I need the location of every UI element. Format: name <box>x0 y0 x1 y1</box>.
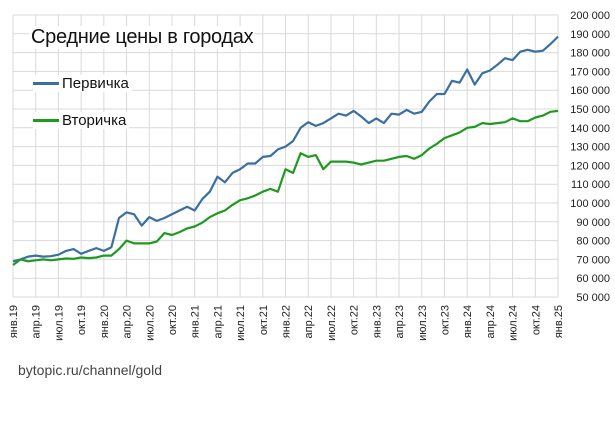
y-tick-label: 50 000 <box>576 292 610 304</box>
x-tick-label: окт.19 <box>76 305 88 335</box>
x-tick-label: янв.25 <box>553 305 565 338</box>
x-tick-label: окт.21 <box>258 305 270 335</box>
y-tick-label: 130 000 <box>570 142 610 154</box>
y-tick-label: 110 000 <box>571 179 610 191</box>
legend-item-secondary: Вторичка <box>33 112 130 129</box>
x-tick-label: июл.19 <box>53 305 65 341</box>
legend-item-primary: Первичка <box>33 75 132 92</box>
y-tick-label: 160 000 <box>570 85 610 97</box>
series-line-secondary <box>12 109 559 266</box>
chart-title: Средние цены в городах <box>29 26 256 49</box>
x-tick-label: окт.20 <box>167 305 179 335</box>
series-lines <box>12 35 559 266</box>
x-tick-label: июл.21 <box>235 305 247 341</box>
y-tick-label: 170 000 <box>570 66 610 78</box>
x-tick-label: янв.23 <box>371 305 383 338</box>
x-tick-label: окт.23 <box>439 305 451 335</box>
x-tick-label: янв.22 <box>281 305 293 338</box>
x-tick-label: янв.21 <box>190 305 202 338</box>
y-tick-label: 200 000 <box>570 10 610 22</box>
x-tick-label: июл.20 <box>144 305 156 341</box>
x-tick-label: янв.19 <box>8 305 20 338</box>
x-tick-label: апр.23 <box>394 305 406 338</box>
y-tick-label: 150 000 <box>570 104 610 116</box>
x-tick-label: янв.20 <box>99 305 111 338</box>
legend-label-primary: Первичка <box>62 75 129 92</box>
x-tick-label: янв.24 <box>462 305 474 338</box>
y-tick-label: 90 000 <box>576 217 610 229</box>
y-tick-label: 140 000 <box>570 123 610 135</box>
y-tick-label: 180 000 <box>570 48 610 60</box>
y-tick-label: 60 000 <box>576 273 610 285</box>
gridlines <box>12 14 559 298</box>
y-axis-labels: 50 000 60 000 70 000 80 000 90 000 100 000 110… <box>570 10 610 304</box>
x-tick-label: апр.24 <box>485 305 497 338</box>
y-tick-label: 120 000 <box>570 160 610 172</box>
y-tick-label: 190 000 <box>570 29 610 41</box>
y-tick-label: 70 000 <box>576 254 610 266</box>
x-tick-label: окт.24 <box>530 305 542 335</box>
x-tick-label: апр.20 <box>122 305 134 338</box>
legend-swatch-secondary-icon <box>33 119 59 122</box>
x-tick-label: окт.22 <box>349 305 361 335</box>
x-tick-label: июл.24 <box>508 305 520 341</box>
legend-label-secondary: Вторичка <box>62 112 127 129</box>
x-tick-label: июл.23 <box>417 305 429 341</box>
y-tick-label: 80 000 <box>576 236 610 248</box>
x-tick-label: апр.19 <box>31 305 43 338</box>
x-tick-label: июл.22 <box>326 305 338 341</box>
x-tick-label: апр.21 <box>212 305 224 338</box>
legend-swatch-primary-icon <box>33 82 59 85</box>
y-tick-label: 100 000 <box>570 198 610 210</box>
series-line-primary <box>12 35 559 263</box>
x-tick-label: апр.22 <box>303 305 315 338</box>
x-axis-labels: янв.19 апр.19 июл.19 окт.19 янв.20 апр.20 июл.… <box>8 305 565 341</box>
watermark: bytopic.ru/channel/gold <box>16 362 164 378</box>
